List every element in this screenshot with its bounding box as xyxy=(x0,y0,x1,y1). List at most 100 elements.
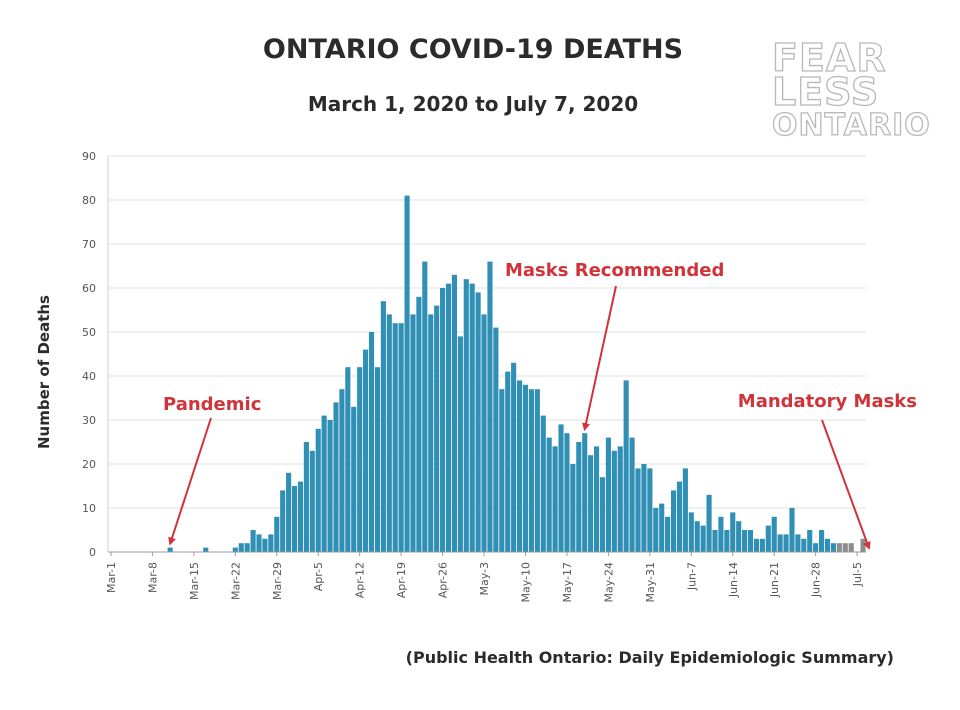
bar xyxy=(404,195,410,552)
bar xyxy=(564,433,570,552)
bar xyxy=(345,367,351,552)
y-tick-label: 40 xyxy=(82,370,96,383)
bar xyxy=(268,534,274,552)
x-tick-label: Mar-8 xyxy=(146,562,159,593)
bar xyxy=(659,503,665,552)
bar xyxy=(700,525,706,552)
bar xyxy=(451,274,457,552)
bar xyxy=(392,323,398,552)
bar xyxy=(611,450,617,552)
bar xyxy=(505,371,511,552)
bar xyxy=(765,525,771,552)
bar xyxy=(333,402,339,552)
bar xyxy=(517,380,523,552)
chart-title: ONTARIO COVID-19 DEATHS xyxy=(262,34,684,65)
bar xyxy=(327,420,333,552)
bar xyxy=(807,530,813,552)
bar xyxy=(440,288,446,552)
bar xyxy=(801,538,807,552)
bar xyxy=(469,283,475,552)
bar xyxy=(416,296,422,552)
bar xyxy=(706,494,712,552)
source-note: (Public Health Ontario: Daily Epidemiolo… xyxy=(405,648,894,667)
gridlines xyxy=(108,155,866,509)
bar xyxy=(256,534,262,552)
bar xyxy=(605,437,611,552)
bar xyxy=(297,481,304,552)
bar xyxy=(570,464,576,552)
bar xyxy=(351,406,357,552)
y-tick-label: 10 xyxy=(82,502,96,515)
y-tick-label: 80 xyxy=(82,194,96,207)
bar xyxy=(363,349,369,552)
logo-line-3: ONTARIO xyxy=(771,107,931,143)
bar xyxy=(670,490,677,552)
x-tick-label: Jun-7 xyxy=(685,562,698,591)
bar xyxy=(783,534,789,552)
bar xyxy=(534,389,540,552)
bar xyxy=(582,433,588,552)
bar xyxy=(588,455,594,552)
bar xyxy=(540,415,546,552)
bar xyxy=(830,543,836,552)
x-tick-label: Apr-5 xyxy=(312,562,325,591)
bar xyxy=(546,437,552,552)
x-tick-label: Mar-29 xyxy=(271,562,284,600)
x-tick-label: Jul-5 xyxy=(851,562,864,587)
bar xyxy=(819,530,825,552)
y-tick-label: 60 xyxy=(82,282,96,295)
bar xyxy=(629,437,635,552)
bar xyxy=(694,521,700,552)
x-tick-label: Apr-26 xyxy=(437,562,450,598)
x-tick-label: May-31 xyxy=(644,562,657,603)
bar xyxy=(280,490,286,552)
bar xyxy=(410,314,416,552)
x-tick-label: Mar-15 xyxy=(188,562,201,600)
bar xyxy=(730,512,736,552)
bar xyxy=(753,538,760,552)
annotations: Pandemic Masks Recommended Mandatory Masks xyxy=(163,260,917,550)
x-tick-label: Mar-1 xyxy=(105,562,118,593)
bar xyxy=(291,486,298,552)
bar xyxy=(428,314,434,552)
bar xyxy=(309,450,315,552)
bar xyxy=(203,547,209,552)
bar xyxy=(617,446,623,552)
logo-line-1: FEAR xyxy=(771,35,887,80)
y-tick-label: 0 xyxy=(89,546,96,559)
x-tick-label: Apr-12 xyxy=(354,562,367,598)
y-tick-label: 20 xyxy=(82,458,96,471)
bar xyxy=(463,279,469,552)
annotation-arrow xyxy=(168,417,212,546)
bar xyxy=(789,508,795,552)
bar xyxy=(576,442,582,552)
bar xyxy=(593,446,600,552)
x-tick-label: May-24 xyxy=(602,562,615,603)
bar xyxy=(244,543,250,552)
bar xyxy=(742,530,748,552)
bar xyxy=(457,336,463,552)
bar xyxy=(836,543,842,552)
bar xyxy=(368,332,375,552)
annotation-arrow xyxy=(582,285,617,432)
bar xyxy=(848,543,854,552)
bar xyxy=(824,538,831,552)
bar xyxy=(842,543,848,552)
bar xyxy=(647,468,653,552)
bar xyxy=(374,367,381,552)
bar xyxy=(736,521,742,552)
y-tick-label: 90 xyxy=(82,150,96,163)
bar xyxy=(558,424,564,552)
bar xyxy=(528,389,534,552)
bar xyxy=(724,530,730,552)
x-tick-label: Jun-14 xyxy=(727,562,740,598)
x-tick-label: May-17 xyxy=(561,562,574,603)
bar xyxy=(860,538,866,552)
x-tick-label: Jun-21 xyxy=(768,562,781,598)
bar xyxy=(712,530,718,552)
bar xyxy=(487,261,493,552)
bar xyxy=(481,314,487,552)
logo-line-2: LESS xyxy=(771,69,880,114)
fearless-ontario-logo: FEAR LESS ONTARIO xyxy=(770,35,930,144)
